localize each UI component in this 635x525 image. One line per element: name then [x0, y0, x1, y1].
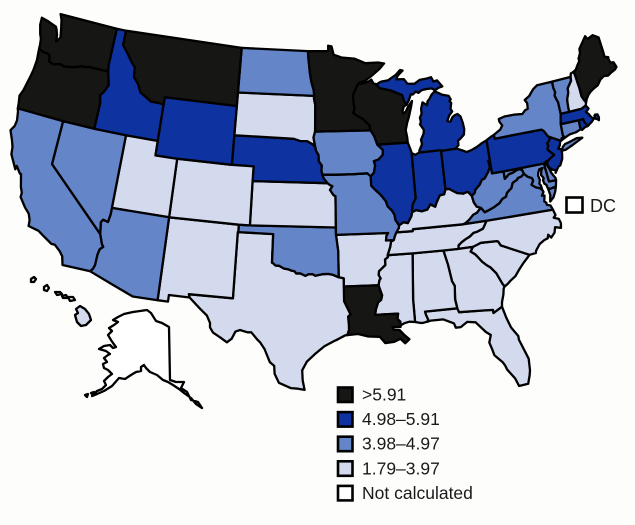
svg-text:DC: DC [590, 196, 616, 216]
svg-text:Not calculated: Not calculated [362, 483, 473, 503]
svg-text:3.98–4.97: 3.98–4.97 [362, 434, 440, 454]
svg-text:>5.91: >5.91 [362, 385, 406, 405]
svg-text:1.79–3.97: 1.79–3.97 [362, 458, 440, 478]
svg-text:4.98–5.91: 4.98–5.91 [362, 409, 440, 429]
